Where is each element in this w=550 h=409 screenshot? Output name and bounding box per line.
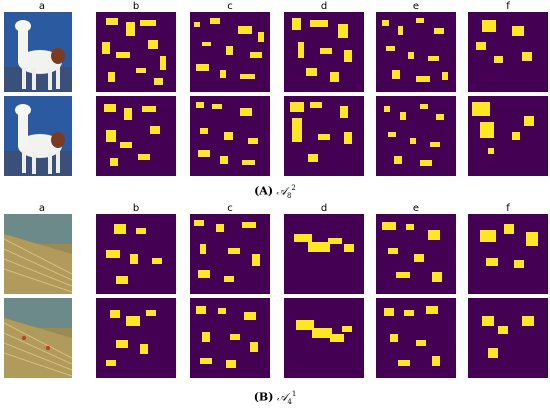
col-label-a-top: a	[38, 1, 46, 12]
panel-a-tag: (A)	[254, 184, 274, 198]
col-label-a-bottom: a	[38, 203, 46, 214]
attention-map-b2d	[284, 298, 364, 378]
broom-photo-svg	[4, 214, 72, 294]
attention-map-a2c	[190, 96, 270, 176]
col-label-d-bottom: d	[320, 203, 328, 214]
attention-map-b1f	[468, 214, 548, 294]
broom-photo-row1	[4, 214, 72, 294]
broom-photo-svg	[4, 298, 72, 378]
panel-a-caption: (A) 𝒜82	[0, 181, 550, 203]
col-label-c-bottom: c	[227, 203, 233, 214]
attention-map-a2f	[468, 96, 548, 176]
attention-map-b2e	[376, 298, 456, 378]
broom-photo-row2	[4, 298, 72, 378]
attention-map-b1c	[190, 214, 270, 294]
col-label-e-top: e	[412, 1, 420, 12]
llama-photo-svg	[4, 12, 72, 92]
attention-map-a2d	[284, 96, 364, 176]
attention-map-a2e	[376, 96, 456, 176]
attention-map-b2b	[96, 298, 176, 378]
col-label-b-bottom: b	[132, 203, 140, 214]
attention-map-a1e	[376, 12, 456, 92]
col-label-f-bottom: f	[506, 203, 510, 214]
attention-map-a1f	[468, 12, 548, 92]
attention-map-b2f	[468, 298, 548, 378]
col-label-c-top: c	[227, 1, 233, 12]
col-label-d-top: d	[320, 1, 328, 12]
attention-map-a1d	[284, 12, 364, 92]
llama-photo-svg	[4, 96, 72, 176]
col-label-e-bottom: e	[412, 203, 420, 214]
attention-map-b1b	[96, 214, 176, 294]
panel-b-tag: (B)	[253, 390, 274, 404]
panel-b-symbol: 𝒜	[276, 390, 288, 404]
attention-map-a2b	[96, 96, 176, 176]
panel-a-sub: 8	[286, 191, 292, 200]
llama-photo-row2	[4, 96, 72, 176]
panel-b-caption: (B) 𝒜41	[0, 387, 550, 409]
panel-a-sup: 2	[291, 184, 296, 192]
attention-map-b1e	[376, 214, 456, 294]
llama-photo-row1	[4, 12, 72, 92]
panel-b-sub: 4	[287, 397, 292, 406]
attention-map-a1c	[190, 12, 270, 92]
panel-b-sup: 1	[291, 390, 297, 398]
col-label-b-top: b	[132, 1, 140, 12]
col-label-f-top: f	[506, 1, 510, 12]
attention-map-a1b	[96, 12, 176, 92]
panel-a-symbol: 𝒜	[276, 184, 287, 198]
attention-map-b2c	[190, 298, 270, 378]
attention-map-b1d	[284, 214, 364, 294]
